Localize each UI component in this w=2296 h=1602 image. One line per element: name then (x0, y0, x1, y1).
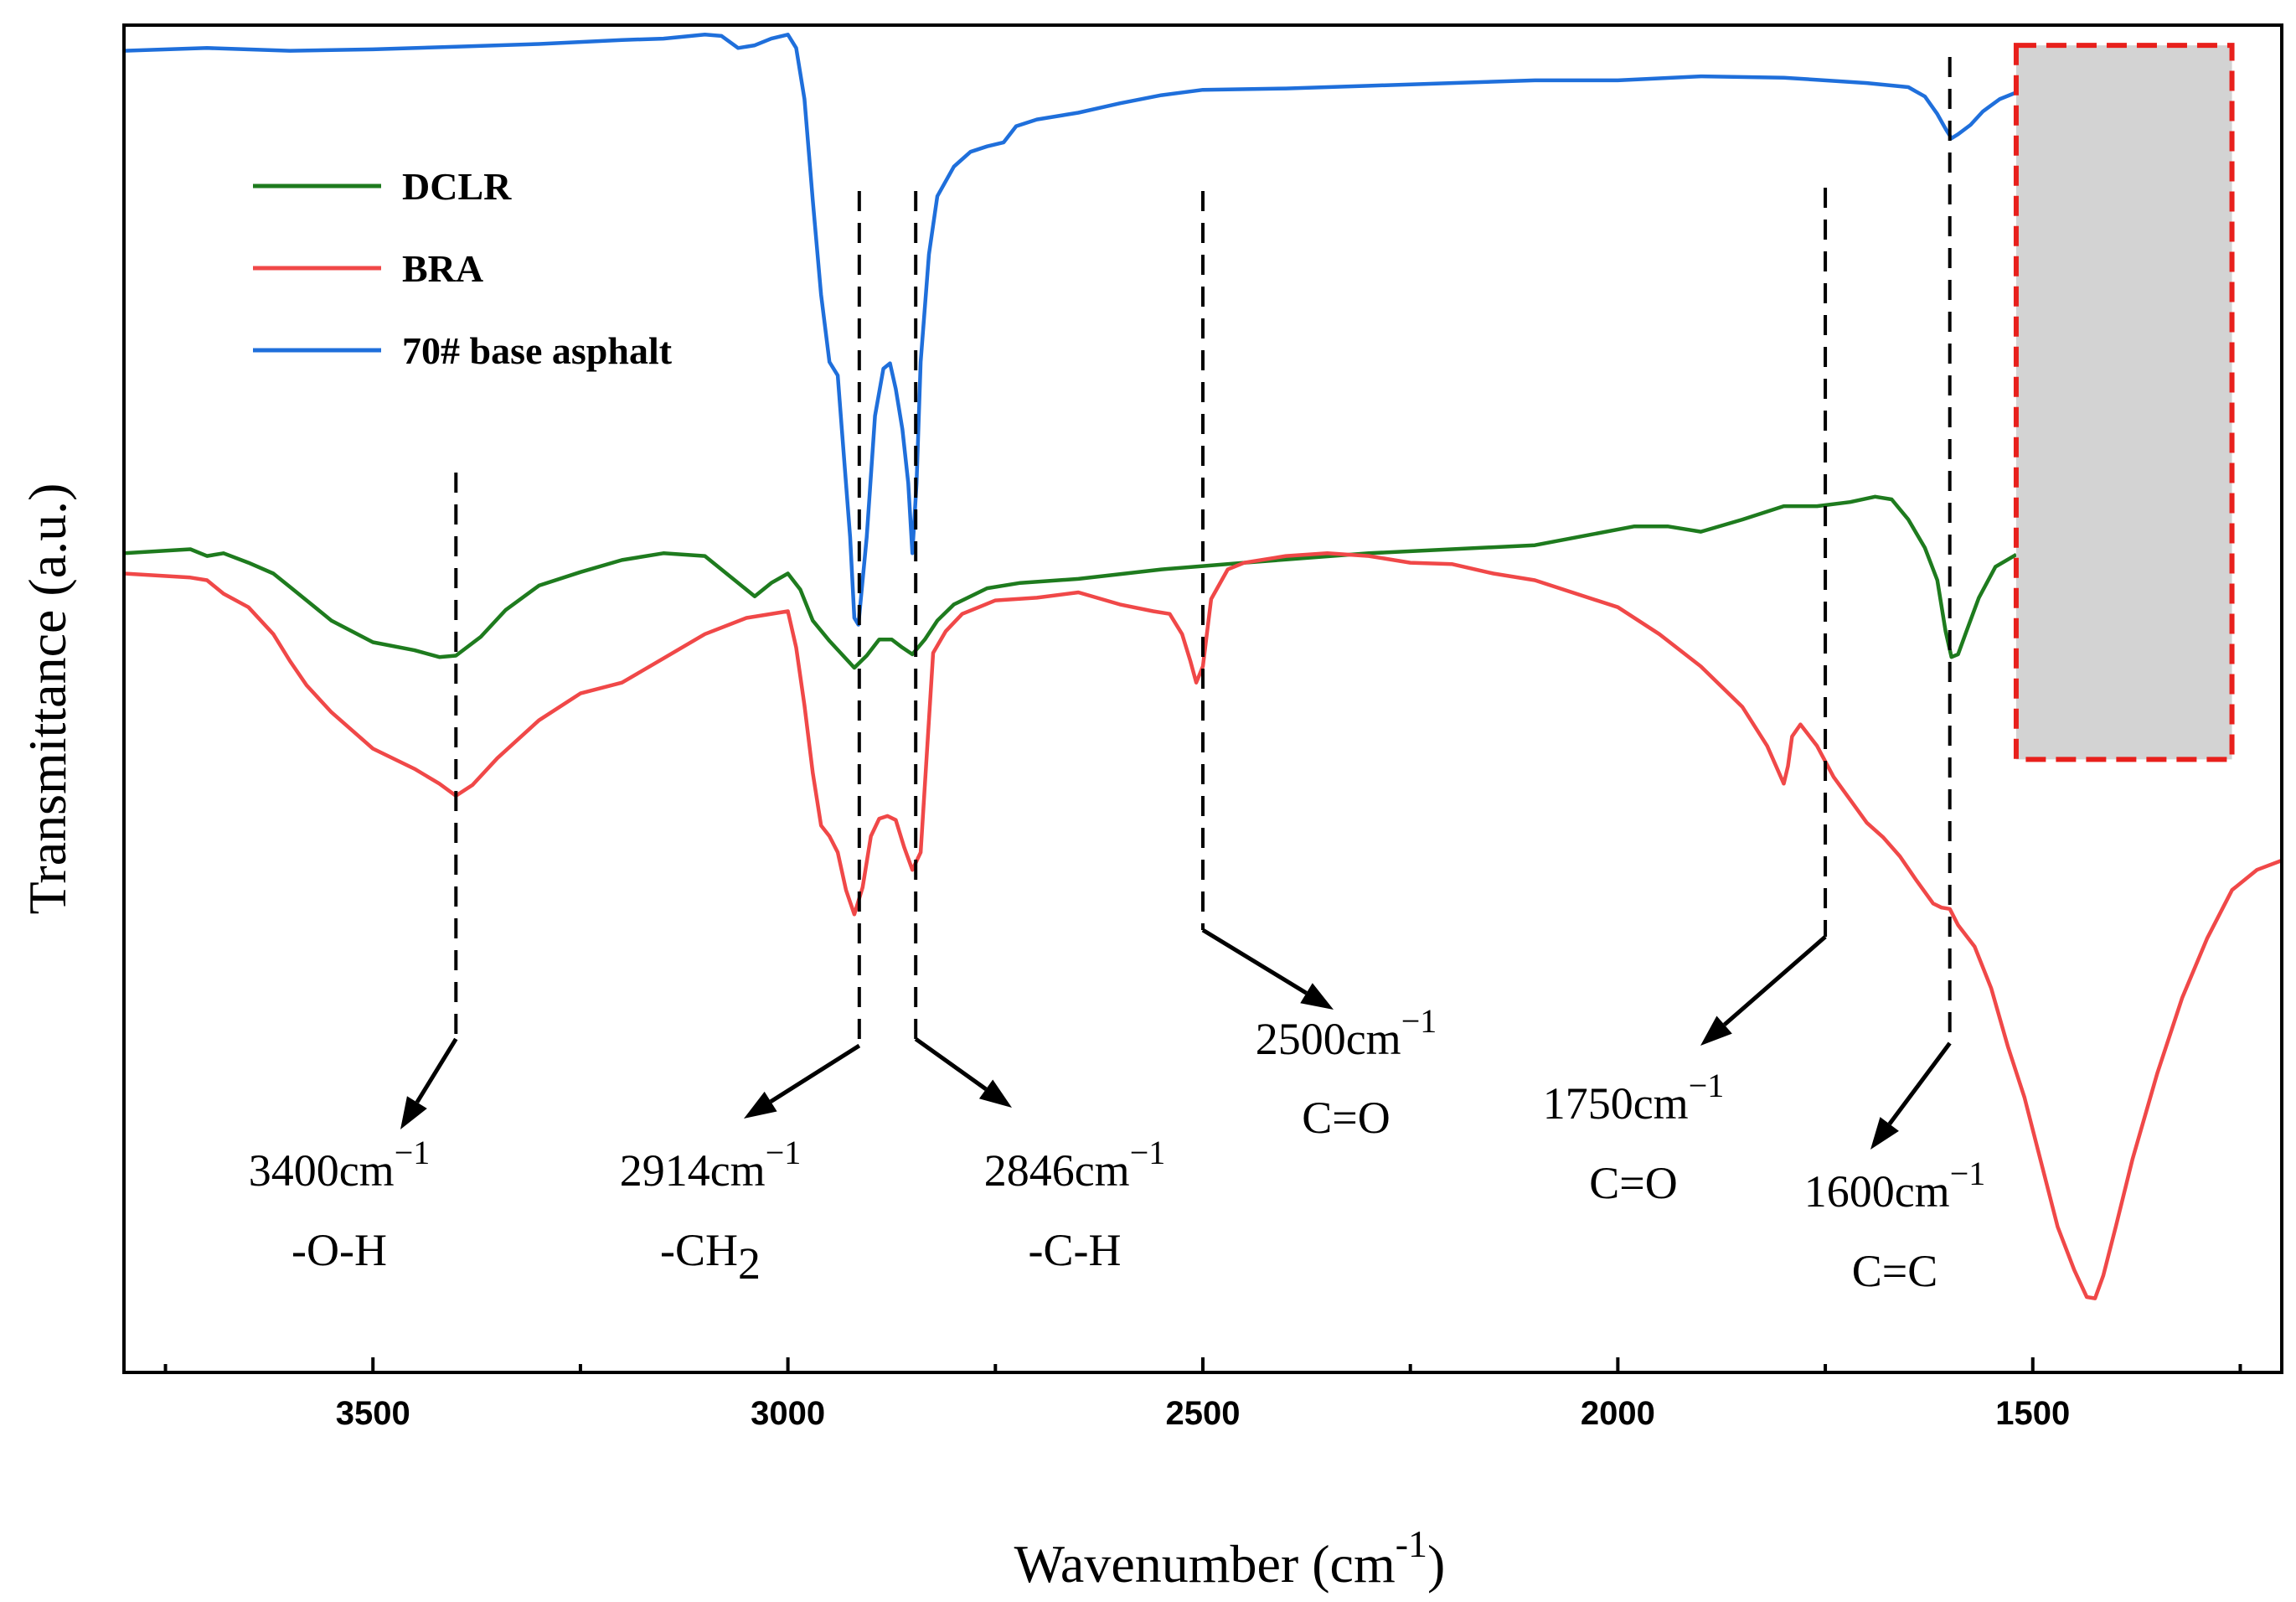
x-tick-label: 3500 (336, 1395, 410, 1432)
annotation-arrow-2846 (914, 1036, 988, 1091)
annotation-group-2914: -CH2 (660, 1225, 761, 1289)
annotation-group-1750: C=O (1589, 1158, 1677, 1208)
series-line-dclr (124, 494, 2018, 670)
annotation-wavenumber-3400: 3400cm−1 (249, 1134, 431, 1196)
annotation-wavenumber-1750: 1750cm−1 (1543, 1067, 1725, 1129)
annotation-group-2500: C=O (1302, 1093, 1390, 1143)
annotation-arrowhead-1600 (1870, 1117, 1899, 1150)
x-axis-title-sup: -1 (1396, 1522, 1427, 1565)
annotation-wavenumber-1600: 1600cm−1 (1804, 1155, 1986, 1217)
legend-label-70-base-asphalt: 70# base asphalt (402, 329, 673, 372)
annotation-group-2846: -C-H (1029, 1225, 1122, 1275)
x-axis-title-close: ) (1427, 1534, 1445, 1594)
y-axis-title: Transmittance (a.u.) (18, 483, 77, 915)
x-tick-label: 2000 (1581, 1395, 1655, 1432)
annotation-wavenumber-2846: 2846cm−1 (984, 1134, 1166, 1196)
annotation-arrow-1750 (1722, 935, 1827, 1026)
annotation-arrow-3400 (415, 1037, 458, 1103)
masked-region-box (2013, 43, 2235, 762)
annotation-arrowhead-2846 (978, 1079, 1012, 1108)
x-axis-title: Wavenumber (cm-1) (1014, 1522, 1446, 1594)
annotation-arrowhead-3400 (400, 1096, 427, 1129)
legend-label-bra: BRA (402, 247, 483, 290)
annotation-arrowhead-2500 (1300, 983, 1334, 1010)
annotation-arrow-2914 (769, 1043, 861, 1103)
annotation-arrowhead-2914 (744, 1091, 777, 1119)
annotation-group-3400: -O-H (292, 1225, 387, 1275)
annotation-arrow-1600 (1887, 1041, 1952, 1126)
x-axis-title-main: Wavenumber (cm (1014, 1534, 1396, 1594)
x-tick-label: 3000 (751, 1395, 825, 1432)
annotation-group-1600: C=C (1852, 1246, 1938, 1296)
series-line-bra (124, 551, 2282, 1300)
legend-label-dclr: DCLR (402, 165, 512, 208)
x-tick-label: 2500 (1166, 1395, 1241, 1432)
annotation-arrowhead-1750 (1700, 1015, 1732, 1046)
annotation-wavenumber-2914: 2914cm−1 (620, 1134, 802, 1196)
annotation-wavenumber-2500: 2500cm−1 (1256, 1002, 1437, 1064)
x-tick-label: 1500 (1995, 1395, 2070, 1432)
annotation-arrow-2500 (1201, 928, 1308, 995)
